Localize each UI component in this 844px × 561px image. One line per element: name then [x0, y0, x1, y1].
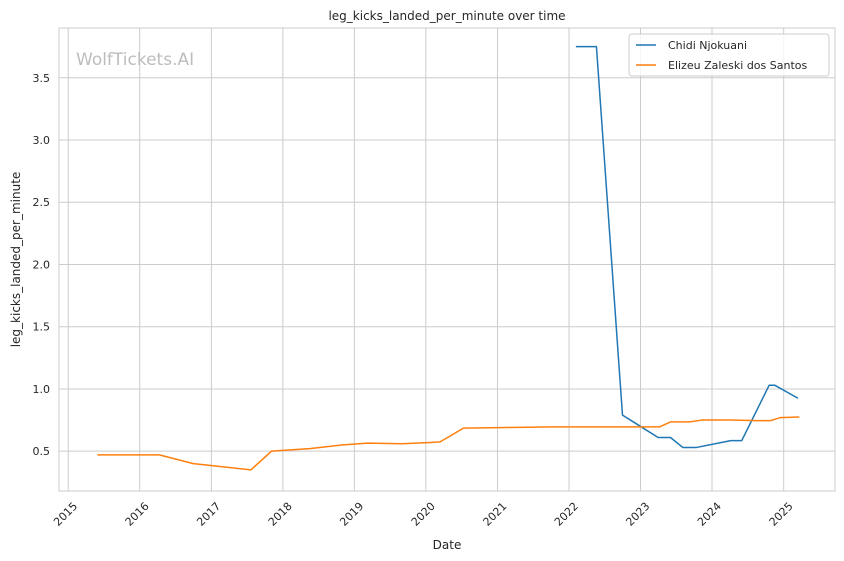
y-tick-label: 3.5 — [33, 72, 51, 85]
y-tick-label: 1.5 — [33, 321, 51, 334]
y-tick-label: 3.0 — [33, 134, 51, 147]
x-axis-title: Date — [433, 538, 462, 552]
y-tick-labels: 0.5 1.0 1.5 2.0 2.5 3.0 3.5 — [33, 72, 51, 458]
legend-label-chidi-njokuani: Chidi Njokuani — [668, 39, 747, 52]
y-tick-label: 1.0 — [33, 383, 51, 396]
series-lines — [97, 45, 800, 471]
legend: Chidi Njokuani Elizeu Zaleski dos Santos — [628, 33, 830, 77]
y-axis-title: leg_kicks_landed_per_minute — [9, 172, 23, 348]
legend-label-elizeu-zaleski-dos-santos: Elizeu Zaleski dos Santos — [668, 59, 808, 72]
grid-lines — [59, 28, 835, 491]
series-line-elizeu-zaleski-dos-santos — [97, 416, 800, 471]
y-tick-label: 2.5 — [33, 196, 51, 209]
plot-frame — [58, 27, 836, 492]
y-tick-label: 0.5 — [33, 445, 51, 458]
y-tick-label: 2.0 — [33, 258, 51, 271]
legend-box — [628, 33, 830, 77]
chart-title: leg_kicks_landed_per_minute over time — [328, 9, 565, 23]
series-line-chidi-njokuani — [575, 45, 799, 449]
plot-area — [59, 28, 835, 491]
watermark-text: WolfTickets.AI — [76, 50, 194, 70]
